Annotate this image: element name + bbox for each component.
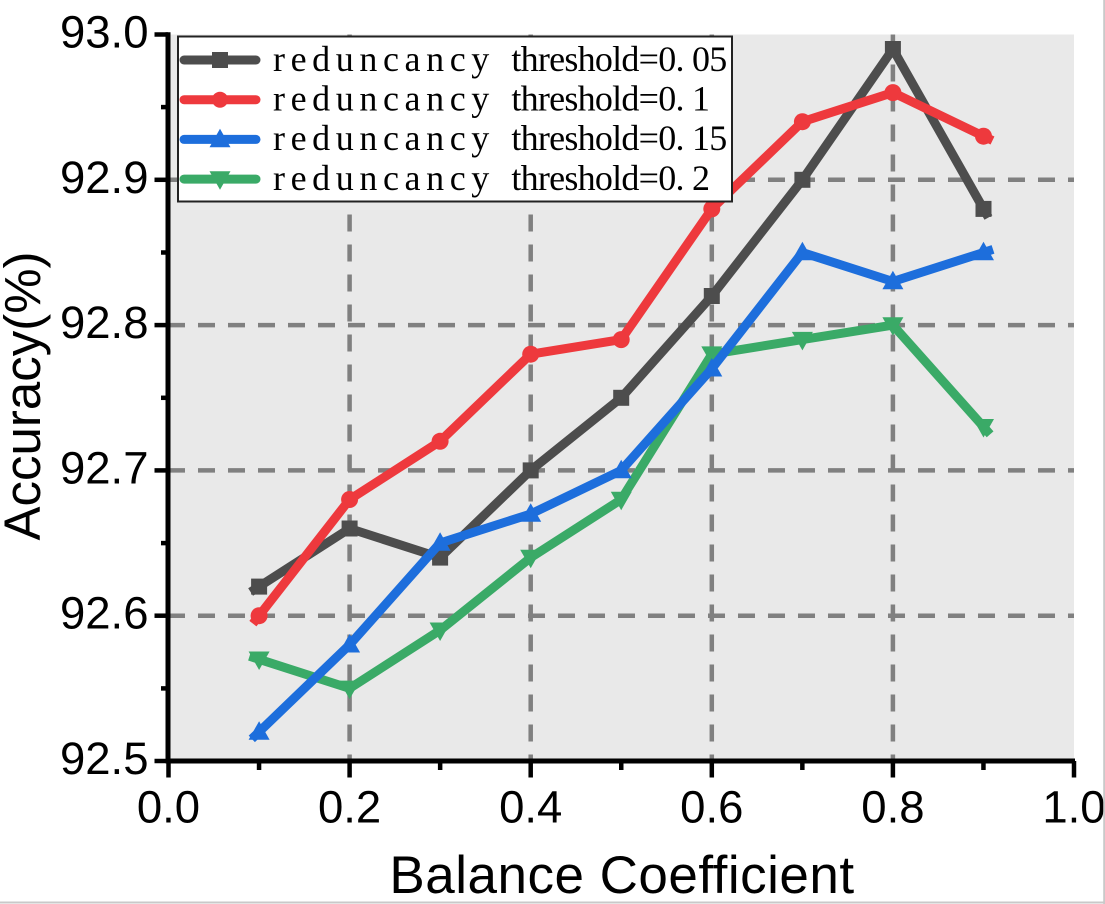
svg-text:92.9: 92.9: [60, 152, 149, 203]
svg-text:reduncancy threshold=0. 1: reduncancy threshold=0. 1: [273, 79, 709, 119]
svg-text:92.6: 92.6: [60, 588, 149, 639]
svg-text:92.7: 92.7: [60, 442, 149, 493]
svg-text:0.6: 0.6: [680, 782, 743, 833]
svg-text:0.8: 0.8: [861, 782, 924, 833]
svg-text:Balance Coefficient: Balance Coefficient: [389, 846, 854, 904]
svg-text:0.4: 0.4: [499, 782, 562, 833]
svg-text:reduncancy threshold=0. 15: reduncancy threshold=0. 15: [273, 118, 726, 158]
svg-text:reduncancy threshold=0. 05: reduncancy threshold=0. 05: [273, 39, 726, 79]
svg-text:93.0: 93.0: [60, 7, 149, 58]
svg-text:reduncancy threshold=0. 2: reduncancy threshold=0. 2: [273, 158, 709, 198]
svg-text:0.2: 0.2: [318, 782, 381, 833]
svg-text:92.8: 92.8: [60, 297, 149, 348]
svg-text:0.0: 0.0: [137, 782, 200, 833]
svg-text:92.5: 92.5: [60, 733, 149, 784]
svg-text:1.0: 1.0: [1042, 782, 1105, 833]
svg-text:Accuracy(%): Accuracy(%): [0, 251, 51, 540]
